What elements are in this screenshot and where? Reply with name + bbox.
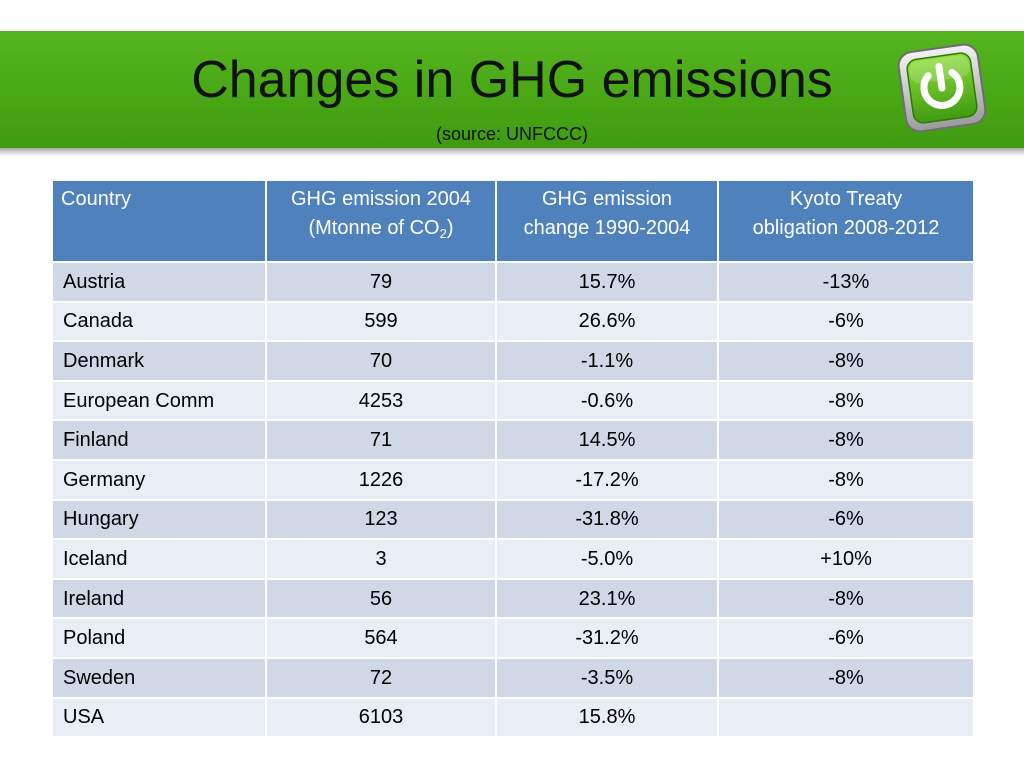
- cell-emission-change: 26.6%: [495, 300, 719, 343]
- cell-emission-2004: 123: [265, 498, 497, 541]
- cell-country: Hungary: [51, 498, 267, 541]
- table-row: Denmark 70 -1.1% -8%: [51, 340, 975, 382]
- cell-emission-2004: 56: [265, 577, 497, 620]
- cell-country: Austria: [51, 261, 267, 303]
- cell-emission-change: 23.1%: [495, 577, 719, 620]
- cell-emission-change: -31.2%: [495, 617, 719, 659]
- table-row: Austria 79 15.7% -13%: [51, 261, 975, 303]
- cell-kyoto-obligation: [717, 696, 975, 739]
- power-button-icon: [897, 43, 987, 133]
- header-kyoto-obligation: Kyoto Treaty obligation 2008-2012: [717, 179, 975, 263]
- cell-emission-2004: 3: [265, 538, 497, 580]
- header-emission-2004: GHG emission 2004 (Mtonne of CO2): [265, 179, 497, 263]
- cell-emission-2004: 564: [265, 617, 497, 659]
- slide-subtitle: (source: UNFCCC): [435, 124, 588, 144]
- table-row: Iceland 3 -5.0% +10%: [51, 538, 975, 580]
- cell-emission-change: -0.6%: [495, 379, 719, 422]
- cell-country: Ireland: [51, 577, 267, 620]
- cell-emission-2004: 70: [265, 340, 497, 382]
- emissions-table: Country GHG emission 2004 (Mtonne of CO2…: [51, 179, 975, 739]
- cell-emission-2004: 79: [265, 261, 497, 303]
- cell-emission-2004: 1226: [265, 458, 497, 501]
- title-banner: [0, 31, 1024, 148]
- cell-emission-change: -31.8%: [495, 498, 719, 541]
- header-country: Country: [51, 179, 267, 263]
- cell-kyoto-obligation: -6%: [717, 617, 975, 659]
- cell-kyoto-obligation: -8%: [717, 577, 975, 620]
- cell-kyoto-obligation: -13%: [717, 261, 975, 303]
- cell-emission-2004: 6103: [265, 696, 497, 739]
- cell-country: Germany: [51, 458, 267, 501]
- cell-emission-2004: 4253: [265, 379, 497, 422]
- cell-kyoto-obligation: -8%: [717, 458, 975, 501]
- cell-emission-change: -5.0%: [495, 538, 719, 580]
- table-row: European Comm 4253 -0.6% -8%: [51, 379, 975, 422]
- cell-emission-change: -1.1%: [495, 340, 719, 382]
- cell-country: European Comm: [51, 379, 267, 422]
- cell-kyoto-obligation: -8%: [717, 379, 975, 422]
- table-header-row: Country GHG emission 2004 (Mtonne of CO2…: [51, 179, 975, 263]
- cell-country: Iceland: [51, 538, 267, 580]
- table-row: Poland 564 -31.2% -6%: [51, 617, 975, 659]
- cell-kyoto-obligation: -8%: [717, 656, 975, 699]
- slide-title: Changes in GHG emissions: [191, 51, 833, 109]
- table-row: Canada 599 26.6% -6%: [51, 300, 975, 343]
- cell-kyoto-obligation: -6%: [717, 300, 975, 343]
- cell-emission-2004: 71: [265, 419, 497, 461]
- table-row: Ireland 56 23.1% -8%: [51, 577, 975, 620]
- cell-country: Poland: [51, 617, 267, 659]
- cell-kyoto-obligation: -6%: [717, 498, 975, 541]
- cell-emission-change: 15.7%: [495, 261, 719, 303]
- banner-shadow: [0, 148, 1024, 156]
- cell-country: Canada: [51, 300, 267, 343]
- cell-emission-change: 15.8%: [495, 696, 719, 739]
- cell-country: Sweden: [51, 656, 267, 699]
- cell-emission-2004: 72: [265, 656, 497, 699]
- header-emission-change: GHG emission change 1990-2004: [495, 179, 719, 263]
- cell-emission-change: -17.2%: [495, 458, 719, 501]
- cell-country: USA: [51, 696, 267, 739]
- cell-emission-change: -3.5%: [495, 656, 719, 699]
- cell-emission-2004: 599: [265, 300, 497, 343]
- cell-kyoto-obligation: -8%: [717, 419, 975, 461]
- table-row: Sweden 72 -3.5% -8%: [51, 656, 975, 699]
- table-row: Finland 71 14.5% -8%: [51, 419, 975, 461]
- cell-country: Finland: [51, 419, 267, 461]
- table-row: Germany 1226 -17.2% -8%: [51, 458, 975, 501]
- cell-kyoto-obligation: +10%: [717, 538, 975, 580]
- table-row: Hungary 123 -31.8% -6%: [51, 498, 975, 541]
- cell-country: Denmark: [51, 340, 267, 382]
- cell-kyoto-obligation: -8%: [717, 340, 975, 382]
- table-row: USA 6103 15.8%: [51, 696, 975, 739]
- cell-emission-change: 14.5%: [495, 419, 719, 461]
